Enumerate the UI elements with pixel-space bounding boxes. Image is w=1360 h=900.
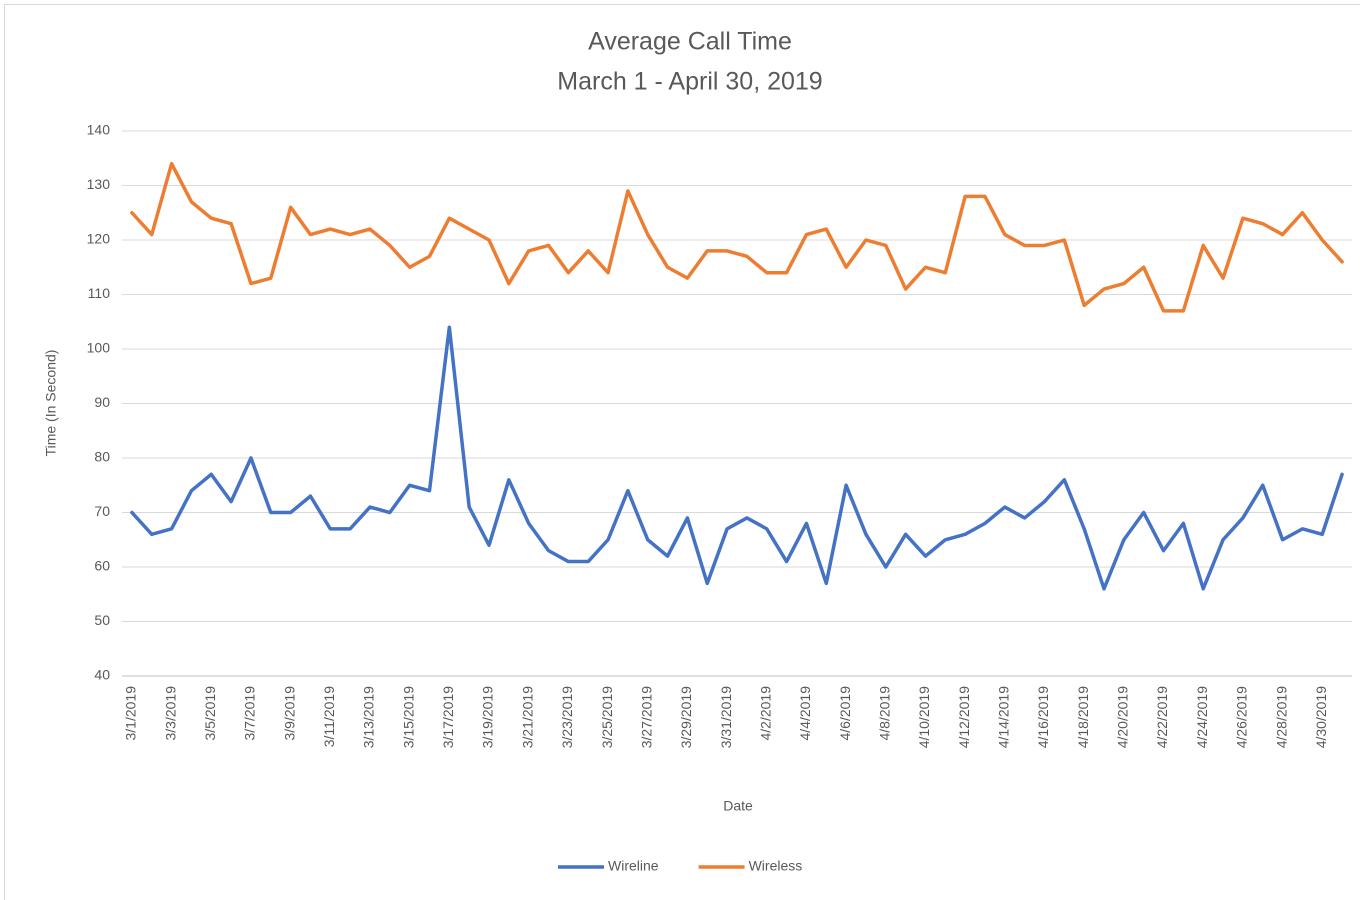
x-tick-label: 4/8/2019 [876, 686, 892, 741]
x-tick-label: 3/25/2019 [599, 686, 615, 748]
series-line [130, 161, 1344, 313]
y-tick-label: 70 [94, 503, 110, 519]
x-tick-label: 4/2/2019 [757, 686, 773, 741]
y-tick-label: 130 [87, 176, 111, 192]
y-tick-label: 60 [94, 558, 110, 574]
x-tick-label: 3/21/2019 [519, 686, 535, 748]
chart-title: Average Call Time [588, 28, 792, 56]
x-tick-label: 4/24/2019 [1194, 686, 1210, 748]
x-tick-label: 3/19/2019 [480, 686, 496, 748]
y-tick-label: 100 [87, 340, 111, 356]
x-tick-label: 4/26/2019 [1234, 686, 1250, 748]
x-axis-label: Date [723, 798, 753, 814]
x-tick-label: 3/5/2019 [202, 686, 218, 741]
y-tick-label: 90 [94, 394, 110, 410]
x-tick-label: 3/11/2019 [321, 686, 337, 747]
x-tick-label: 3/7/2019 [242, 686, 258, 741]
x-tick-label: 4/18/2019 [1075, 686, 1091, 748]
y-tick-label: 40 [94, 667, 110, 683]
legend-label: Wireless [749, 858, 803, 874]
x-tick-label: 3/31/2019 [718, 686, 734, 748]
chart-border [4, 4, 1360, 900]
series-line [130, 325, 1344, 591]
x-tick-label: 3/29/2019 [678, 686, 694, 748]
y-axis-label: Time (In Second) [43, 350, 59, 457]
x-tick-label: 4/14/2019 [996, 686, 1012, 748]
x-tick-label: 3/23/2019 [559, 686, 575, 748]
x-tick-label: 3/13/2019 [361, 686, 377, 748]
x-tick-label: 4/10/2019 [916, 686, 932, 748]
y-tick-label: 120 [87, 231, 111, 247]
chart-subtitle: March 1 - April 30, 2019 [557, 68, 822, 96]
legend-label: Wireline [608, 858, 659, 874]
x-tick-label: 3/15/2019 [400, 686, 416, 748]
x-tick-label: 4/4/2019 [797, 686, 813, 741]
y-tick-label: 140 [87, 122, 111, 138]
x-tick-label: 4/28/2019 [1273, 686, 1289, 748]
y-tick-label: 110 [88, 285, 111, 301]
x-tick-label: 3/27/2019 [638, 686, 654, 748]
x-tick-label: 3/1/2019 [123, 686, 139, 741]
x-tick-label: 4/20/2019 [1115, 686, 1131, 748]
x-tick-label: 3/3/2019 [162, 686, 178, 741]
y-tick-label: 80 [94, 449, 110, 465]
x-tick-label: 3/9/2019 [281, 686, 297, 741]
x-tick-label: 4/6/2019 [837, 686, 853, 741]
y-tick-label: 50 [94, 612, 110, 628]
x-tick-label: 3/17/2019 [440, 686, 456, 748]
x-tick-label: 4/12/2019 [956, 686, 972, 748]
x-tick-label: 4/16/2019 [1035, 686, 1051, 748]
x-tick-label: 4/30/2019 [1313, 686, 1329, 748]
x-tick-label: 4/22/2019 [1154, 686, 1170, 748]
